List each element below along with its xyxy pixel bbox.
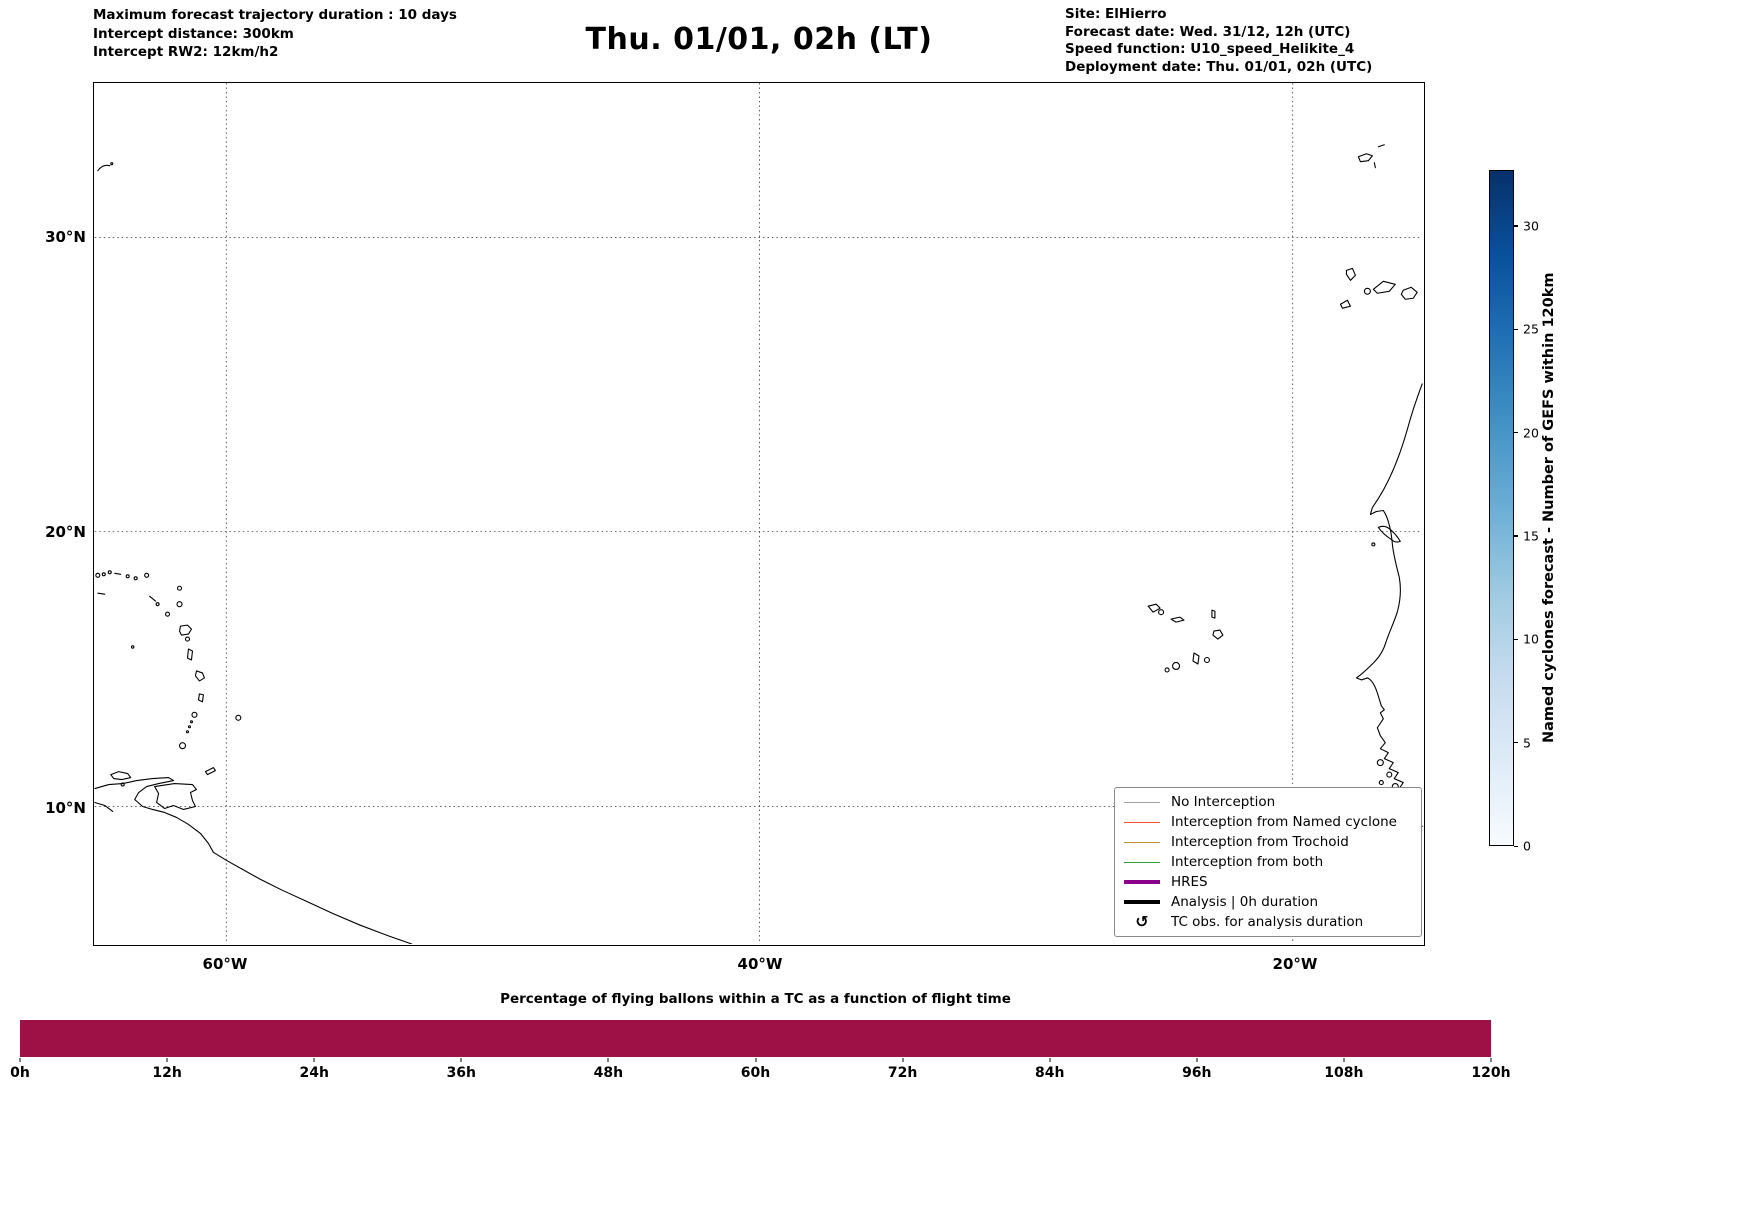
lon-tick-20w: 20°W bbox=[1272, 955, 1318, 973]
lon-tick-60w: 60°W bbox=[202, 955, 248, 973]
flight-time-strip bbox=[20, 1020, 1491, 1057]
cape-verde-islands bbox=[1147, 603, 1224, 673]
map-legend: No Interception Interception from Named c… bbox=[1114, 787, 1422, 937]
legend-line-sample bbox=[1124, 821, 1160, 823]
bottom-tick-mark bbox=[460, 1058, 462, 1062]
bottom-tick-label: 96h bbox=[1182, 1065, 1212, 1081]
madeira-islands bbox=[1357, 144, 1385, 169]
bottom-axis-ticks: 0h 12h 24h 36h 48h 60h 72h 84h 96h 108h 120h bbox=[10, 1058, 1511, 1086]
arguin-bank-island bbox=[1377, 525, 1401, 543]
canary-islands bbox=[1339, 267, 1418, 309]
legend-line-sample bbox=[1124, 861, 1160, 863]
legend-item: Interception from Trochoid bbox=[1124, 832, 1412, 852]
lat-tick-20n: 20°N bbox=[45, 523, 86, 541]
legend-label: No Interception bbox=[1171, 794, 1276, 810]
max-duration-text: Maximum forecast trajectory duration : 1… bbox=[93, 7, 457, 23]
colorbar bbox=[1489, 170, 1514, 846]
bottom-tick-label: 120h bbox=[1471, 1065, 1511, 1081]
legend-item: Interception from Named cyclone bbox=[1124, 812, 1412, 832]
bottom-tick-mark bbox=[607, 1058, 609, 1062]
bermuda-coast bbox=[97, 162, 114, 172]
legend-item: ↺ TC obs. for analysis duration bbox=[1124, 912, 1412, 932]
page-title: Thu. 01/01, 02h (LT) bbox=[585, 22, 933, 57]
legend-label: Analysis | 0h duration bbox=[1171, 894, 1318, 910]
bottom-tick-label: 24h bbox=[299, 1065, 329, 1081]
bottom-chart-title: Percentage of flying ballons within a TC… bbox=[500, 991, 1011, 1007]
deployment-date-text: Deployment date: Thu. 01/01, 02h (UTC) bbox=[1065, 58, 1373, 75]
lat-tick-10n: 10°N bbox=[45, 799, 86, 817]
trinidad-island bbox=[154, 783, 198, 811]
speed-function-text: Speed function: U10_speed_Helikite_4 bbox=[1065, 41, 1355, 57]
bottom-tick-label: 60h bbox=[740, 1065, 771, 1081]
legend-item: No Interception bbox=[1124, 792, 1412, 812]
bottom-tick-label: 36h bbox=[446, 1065, 477, 1081]
tobago-island bbox=[204, 767, 216, 776]
site-text: Site: ElHierro bbox=[1065, 6, 1167, 22]
legend-line-sample bbox=[1124, 841, 1160, 843]
bottom-tick-label: 72h bbox=[887, 1065, 918, 1081]
legend-item: HRES bbox=[1124, 872, 1412, 892]
tc-obs-icon: ↺ bbox=[1135, 912, 1149, 931]
lon-tick-40w: 40°W bbox=[737, 955, 783, 973]
legend-label: Interception from Named cyclone bbox=[1171, 814, 1397, 830]
bottom-tick-mark bbox=[1490, 1058, 1492, 1062]
bottom-tick-mark bbox=[1196, 1058, 1198, 1062]
legend-label: Interception from Trochoid bbox=[1171, 834, 1349, 850]
legend-line-sample bbox=[1124, 900, 1160, 904]
map-area: No Interception Interception from Named c… bbox=[93, 82, 1425, 946]
legend-label: HRES bbox=[1171, 874, 1208, 890]
bottom-tick-mark bbox=[902, 1058, 904, 1062]
lat-tick-30n: 30°N bbox=[45, 228, 86, 246]
legend-line-sample bbox=[1124, 880, 1160, 884]
south-america-coastline bbox=[94, 777, 413, 944]
intercept-rw2-text: Intercept RW2: 12km/h2 bbox=[93, 44, 279, 60]
legend-item: Analysis | 0h duration bbox=[1124, 892, 1412, 912]
bottom-tick-mark bbox=[1049, 1058, 1051, 1062]
legend-label: TC obs. for analysis duration bbox=[1171, 914, 1364, 930]
legend-line-sample bbox=[1124, 801, 1160, 803]
legend-items: No Interception Interception from Named c… bbox=[1124, 792, 1412, 932]
bottom-tick-mark bbox=[1343, 1058, 1345, 1062]
header-right-block: Site: ElHierro Forecast date: Wed. 31/12… bbox=[1065, 6, 1372, 76]
bottom-tick-label: 84h bbox=[1034, 1065, 1065, 1081]
bottom-tick-mark bbox=[313, 1058, 315, 1062]
africa-coastline bbox=[1355, 383, 1423, 827]
legend-label: Interception from both bbox=[1171, 854, 1324, 870]
legend-item: Interception from both bbox=[1124, 852, 1412, 872]
gridlines bbox=[94, 83, 1423, 944]
intercept-distance-text: Intercept distance: 300km bbox=[93, 25, 294, 42]
bottom-tick-mark bbox=[19, 1058, 21, 1062]
map-canvas bbox=[94, 83, 1423, 944]
bottom-tick-label: 12h bbox=[152, 1065, 182, 1081]
bottom-tick-label: 48h bbox=[593, 1065, 624, 1081]
bottom-tick-label: 108h bbox=[1324, 1065, 1364, 1081]
header-left-block: Maximum forecast trajectory duration : 1… bbox=[93, 6, 457, 62]
colorbar-label: Named cyclones forecast - Number of GEFS… bbox=[1541, 272, 1557, 744]
forecast-date-text: Forecast date: Wed. 31/12, 12h (UTC) bbox=[1065, 23, 1351, 40]
bottom-tick-mark bbox=[755, 1058, 756, 1062]
bottom-tick-label: 0h bbox=[10, 1065, 30, 1081]
lesser-antilles-islands bbox=[95, 570, 242, 776]
bottom-tick-mark bbox=[166, 1058, 168, 1062]
